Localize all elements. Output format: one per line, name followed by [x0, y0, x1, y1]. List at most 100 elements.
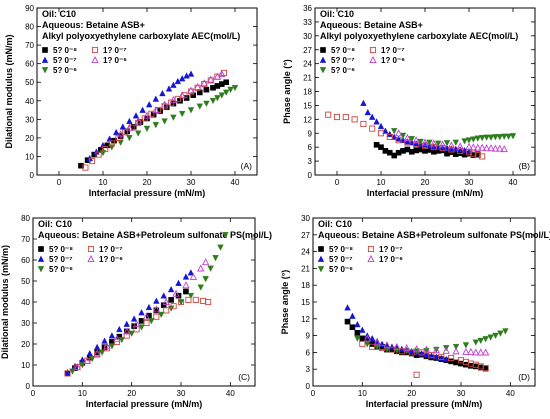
- data-point: [364, 108, 372, 116]
- data-point: [408, 347, 415, 355]
- data-point: [500, 145, 508, 153]
- data-point: [187, 292, 195, 300]
- data-point: [178, 91, 186, 99]
- data-point: [178, 110, 186, 118]
- legend-entry: 5? 0⁻⁶: [329, 265, 353, 274]
- y-tick-label: 80: [21, 214, 30, 223]
- data-point: [165, 85, 173, 92]
- y-tick-label: 24: [303, 60, 312, 69]
- data-point: [103, 342, 111, 350]
- data-point: [88, 158, 96, 165]
- legend-marker: [41, 56, 49, 63]
- data-point: [162, 298, 170, 306]
- data-point: [112, 128, 120, 136]
- data-point: [207, 75, 215, 83]
- data-point: [344, 318, 351, 325]
- data-point: [354, 320, 361, 328]
- data-point: [128, 330, 135, 337]
- y-tick-label: 10: [21, 361, 30, 370]
- data-point: [360, 99, 367, 106]
- data-point: [457, 147, 464, 154]
- data-point: [359, 326, 366, 333]
- data-point: [492, 134, 499, 141]
- data-point: [368, 334, 376, 342]
- data-point: [134, 130, 142, 137]
- annotation-line: Oil: C10: [42, 9, 76, 19]
- plot-frame: [312, 217, 536, 387]
- data-point: [423, 351, 430, 358]
- data-point: [477, 348, 485, 356]
- data-point: [203, 86, 210, 93]
- legend-marker: [319, 56, 327, 63]
- data-point: [161, 118, 168, 125]
- y-axis-label: Dilational modulus (mN/m): [0, 245, 10, 359]
- y-tick-label: 0: [30, 171, 35, 180]
- legend-entry: 5? 0⁻⁷: [49, 255, 73, 264]
- data-point: [421, 141, 429, 148]
- data-point: [434, 140, 442, 147]
- annotation-line: Aqueous: Betaine ASB+: [320, 20, 423, 30]
- x-tick-label: 20: [407, 389, 416, 398]
- data-point: [487, 144, 495, 152]
- y-tick-label: 20: [25, 134, 34, 143]
- y-tick-label: 30: [25, 115, 34, 124]
- data-point: [369, 343, 376, 350]
- data-point: [398, 348, 405, 355]
- data-point: [113, 334, 121, 342]
- data-point: [430, 144, 437, 151]
- annotation-line: Aqueous: Betaine ASB+: [42, 20, 145, 30]
- data-point: [478, 143, 486, 151]
- data-point: [342, 113, 349, 121]
- data-point: [491, 144, 500, 152]
- data-point: [93, 349, 101, 357]
- data-point: [116, 130, 125, 138]
- data-point: [413, 371, 420, 378]
- data-point: [78, 162, 84, 169]
- data-point: [93, 343, 101, 350]
- data-point: [413, 141, 420, 148]
- legend-entry: 5? 0⁻⁸: [53, 46, 77, 55]
- series-5: [363, 334, 490, 356]
- y-tick-label: 36: [303, 4, 312, 13]
- y-tick-label: 12: [301, 315, 310, 324]
- data-point: [227, 86, 234, 94]
- data-point: [177, 298, 185, 306]
- data-point: [138, 324, 145, 331]
- y-tick-label: 33: [303, 18, 312, 27]
- annotation-line: Aqueous: Betaine ASB+Petroleum sulfonate…: [38, 230, 272, 240]
- data-point: [354, 335, 361, 342]
- x-tick-label: 0: [335, 178, 340, 187]
- data-point: [187, 269, 195, 276]
- y-axis-label: Phase angle (°): [280, 270, 290, 335]
- data-point: [152, 95, 160, 102]
- x-tick-label: 30: [177, 389, 186, 398]
- series-3: [390, 128, 517, 147]
- legend-marker: [87, 245, 95, 253]
- data-point: [113, 338, 120, 345]
- x-axis-label: Interfacial pressure (mN/m): [366, 399, 483, 409]
- data-point: [217, 244, 224, 251]
- data-point: [373, 338, 381, 346]
- data-point: [182, 281, 190, 289]
- data-point: [145, 303, 153, 311]
- legend-marker: [319, 67, 327, 74]
- legend-entry: 5? 0⁻⁸: [329, 245, 353, 254]
- legend-marker: [37, 255, 45, 262]
- data-point: [197, 264, 205, 272]
- panel-label: (A): [241, 161, 253, 171]
- data-point: [143, 125, 151, 133]
- y-tick-label: 18: [303, 88, 312, 97]
- data-point: [502, 328, 509, 335]
- plot-frame: [32, 217, 256, 387]
- data-point: [474, 143, 482, 151]
- legend-marker: [91, 56, 99, 64]
- y-tick-label: 15: [303, 101, 312, 110]
- y-tick-label: 9: [308, 129, 313, 138]
- y-tick-label: 10: [25, 152, 34, 161]
- series-4: [82, 69, 228, 171]
- data-point: [482, 348, 490, 356]
- data-point: [170, 114, 177, 121]
- x-axis-label: Interfacial pressure (mN/m): [86, 399, 203, 409]
- data-point: [483, 134, 490, 141]
